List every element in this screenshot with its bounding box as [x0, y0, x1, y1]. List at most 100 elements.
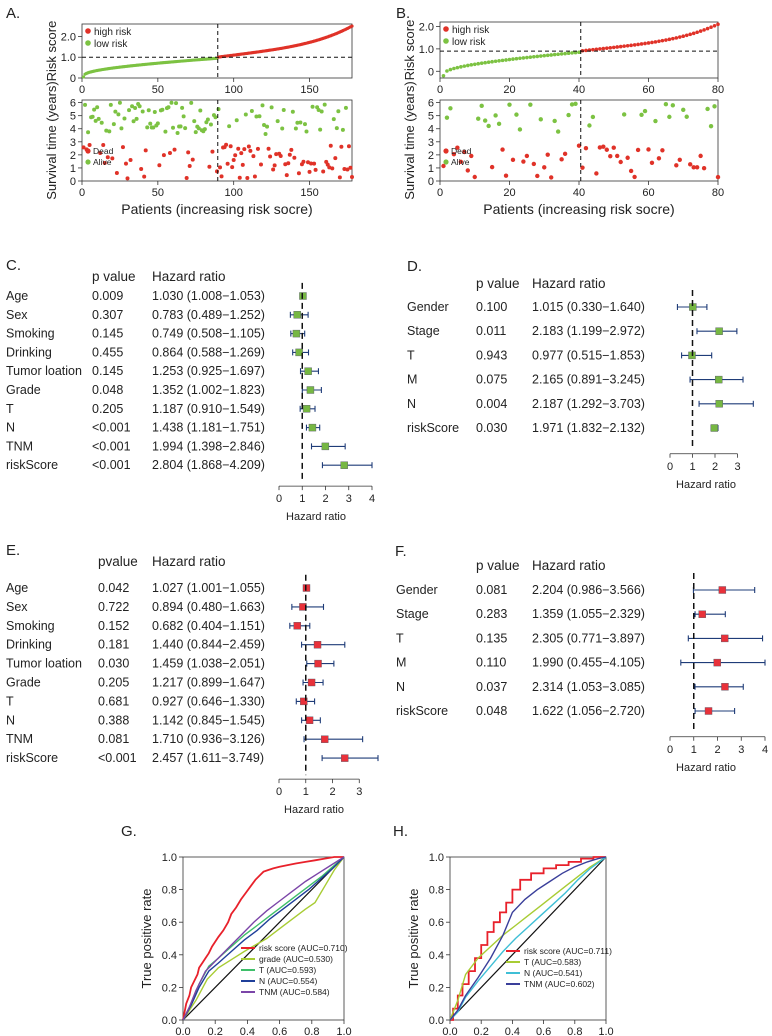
- alive-patient-point: [205, 117, 210, 122]
- dead-patient-point: [139, 166, 144, 171]
- survival-y-axis-title: Survival time (years): [402, 81, 417, 199]
- alive-patient-point: [249, 108, 254, 113]
- alive-patient-point: [113, 109, 118, 114]
- hazard-ratio-marker: [302, 405, 311, 413]
- dead-patient-point: [284, 173, 289, 178]
- legend-high-risk-marker: [443, 26, 449, 32]
- risk-y-tick-label: 0: [428, 66, 434, 78]
- alive-patient-point: [111, 122, 116, 127]
- survival-x-tick-label: 0: [437, 187, 443, 199]
- low-risk-point: [549, 53, 553, 57]
- row-p-value: <0.001: [98, 751, 137, 765]
- hazard-ratio-marker: [721, 683, 729, 691]
- dead-patient-point: [327, 165, 332, 170]
- row-variable-name: TNM: [6, 732, 33, 746]
- dead-patient-point: [157, 163, 162, 168]
- roc-curve-4: [182, 856, 345, 1021]
- dead-patient-point: [242, 147, 247, 152]
- alive-patient-point: [127, 108, 132, 113]
- hazard-ratio-marker: [710, 424, 719, 432]
- dead-patient-point: [451, 152, 457, 157]
- legend-alive-marker: [443, 159, 449, 165]
- dead-patient-point: [594, 171, 599, 176]
- row-hazard-ratio-text: 1.217 (0.899−1.647): [152, 676, 265, 690]
- row-p-value: 0.135: [476, 631, 507, 645]
- dead-patient-point: [615, 153, 620, 159]
- survival-x-tick-label: 100: [225, 187, 243, 199]
- row-p-value: 0.081: [476, 583, 507, 597]
- alive-patient-point: [134, 116, 139, 121]
- dead-patient-point: [143, 148, 148, 153]
- dead-patient-point: [597, 145, 603, 150]
- legend-label: TNM (AUC=0.584): [259, 987, 330, 997]
- dead-patient-point: [601, 144, 606, 149]
- survival-y-tick-label: 3: [70, 137, 76, 149]
- high-risk-point: [632, 43, 637, 47]
- high-risk-point: [605, 46, 609, 50]
- row-hazard-ratio-text: 0.682 (0.404−1.151): [152, 619, 265, 633]
- x-tick-label: 0.0: [442, 1026, 457, 1036]
- alive-patient-point: [262, 122, 267, 127]
- plot-frame: [182, 856, 345, 1021]
- alive-patient-point: [334, 126, 339, 131]
- row-variable-name: TNM: [6, 439, 33, 453]
- legend-label: risk score (AUC=0.711): [524, 946, 612, 956]
- x-tick-label: 0.6: [272, 1026, 287, 1036]
- alive-patient-point: [265, 124, 270, 129]
- dead-patient-point: [292, 155, 297, 160]
- alive-patient-point: [263, 131, 268, 136]
- dead-patient-point: [559, 157, 564, 162]
- alive-patient-point: [343, 105, 348, 110]
- dead-patient-point: [677, 157, 682, 162]
- alive-patient-point: [670, 103, 676, 108]
- row-hazard-ratio-text: 1.438 (1.181−1.751): [152, 421, 265, 435]
- low-risk-point: [514, 56, 519, 61]
- alive-patient-point: [302, 122, 307, 127]
- alive-patient-point: [479, 103, 484, 109]
- low-risk-point: [445, 69, 449, 73]
- alive-patient-point: [340, 127, 345, 132]
- low-risk-point: [462, 64, 467, 68]
- dead-patient-point: [688, 162, 693, 167]
- survival-y-tick-label: 2: [70, 150, 76, 162]
- high-risk-point: [695, 30, 699, 35]
- dead-patient-point: [186, 150, 191, 155]
- row-hazard-ratio-text: 2.804 (1.868−4.209): [152, 458, 265, 472]
- panel-label: H.: [393, 823, 408, 840]
- roc-curve-0: [450, 856, 606, 1021]
- dead-patient-point: [81, 145, 86, 150]
- x-tick-label: 0.0: [175, 1026, 190, 1036]
- x-tick-label: 0.4: [505, 1026, 520, 1036]
- row-variable-name: N: [407, 397, 416, 411]
- alive-patient-point: [83, 102, 88, 107]
- low-risk-point: [469, 63, 474, 67]
- alive-patient-point: [155, 121, 160, 126]
- alive-patient-point: [130, 104, 135, 109]
- hazard-ratio-marker: [293, 311, 301, 319]
- high-risk-point: [629, 43, 633, 48]
- dead-patient-point: [123, 161, 128, 166]
- dead-patient-point: [228, 144, 233, 149]
- dead-patient-point: [309, 161, 314, 166]
- dead-patient-point: [296, 171, 301, 176]
- dead-patient-point: [268, 154, 273, 159]
- row-p-value: 0.145: [92, 364, 123, 378]
- alive-patient-point: [295, 120, 300, 125]
- alive-patient-point: [257, 114, 262, 119]
- alive-patient-point: [171, 125, 176, 130]
- dead-patient-point: [287, 152, 292, 157]
- dead-patient-point: [458, 159, 464, 165]
- survival-y-axis-title: Survival time (years): [44, 81, 59, 199]
- dead-patient-point: [210, 149, 215, 154]
- dead-patient-point: [649, 160, 655, 165]
- low-risk-point: [528, 55, 533, 59]
- panel-d: D. p value Hazard ratio Gender 0.100 1.015 (0…: [407, 258, 754, 491]
- row-hazard-ratio-text: 0.749 (0.508−1.105): [152, 327, 265, 341]
- alive-patient-point: [304, 129, 309, 134]
- survival-y-tick-label: 1: [428, 163, 434, 175]
- hazard-ratio-marker: [715, 375, 723, 384]
- row-variable-name: N: [6, 713, 15, 727]
- row-variable-name: Smoking: [6, 619, 55, 633]
- alive-patient-point: [175, 131, 180, 136]
- alive-patient-point: [569, 102, 575, 107]
